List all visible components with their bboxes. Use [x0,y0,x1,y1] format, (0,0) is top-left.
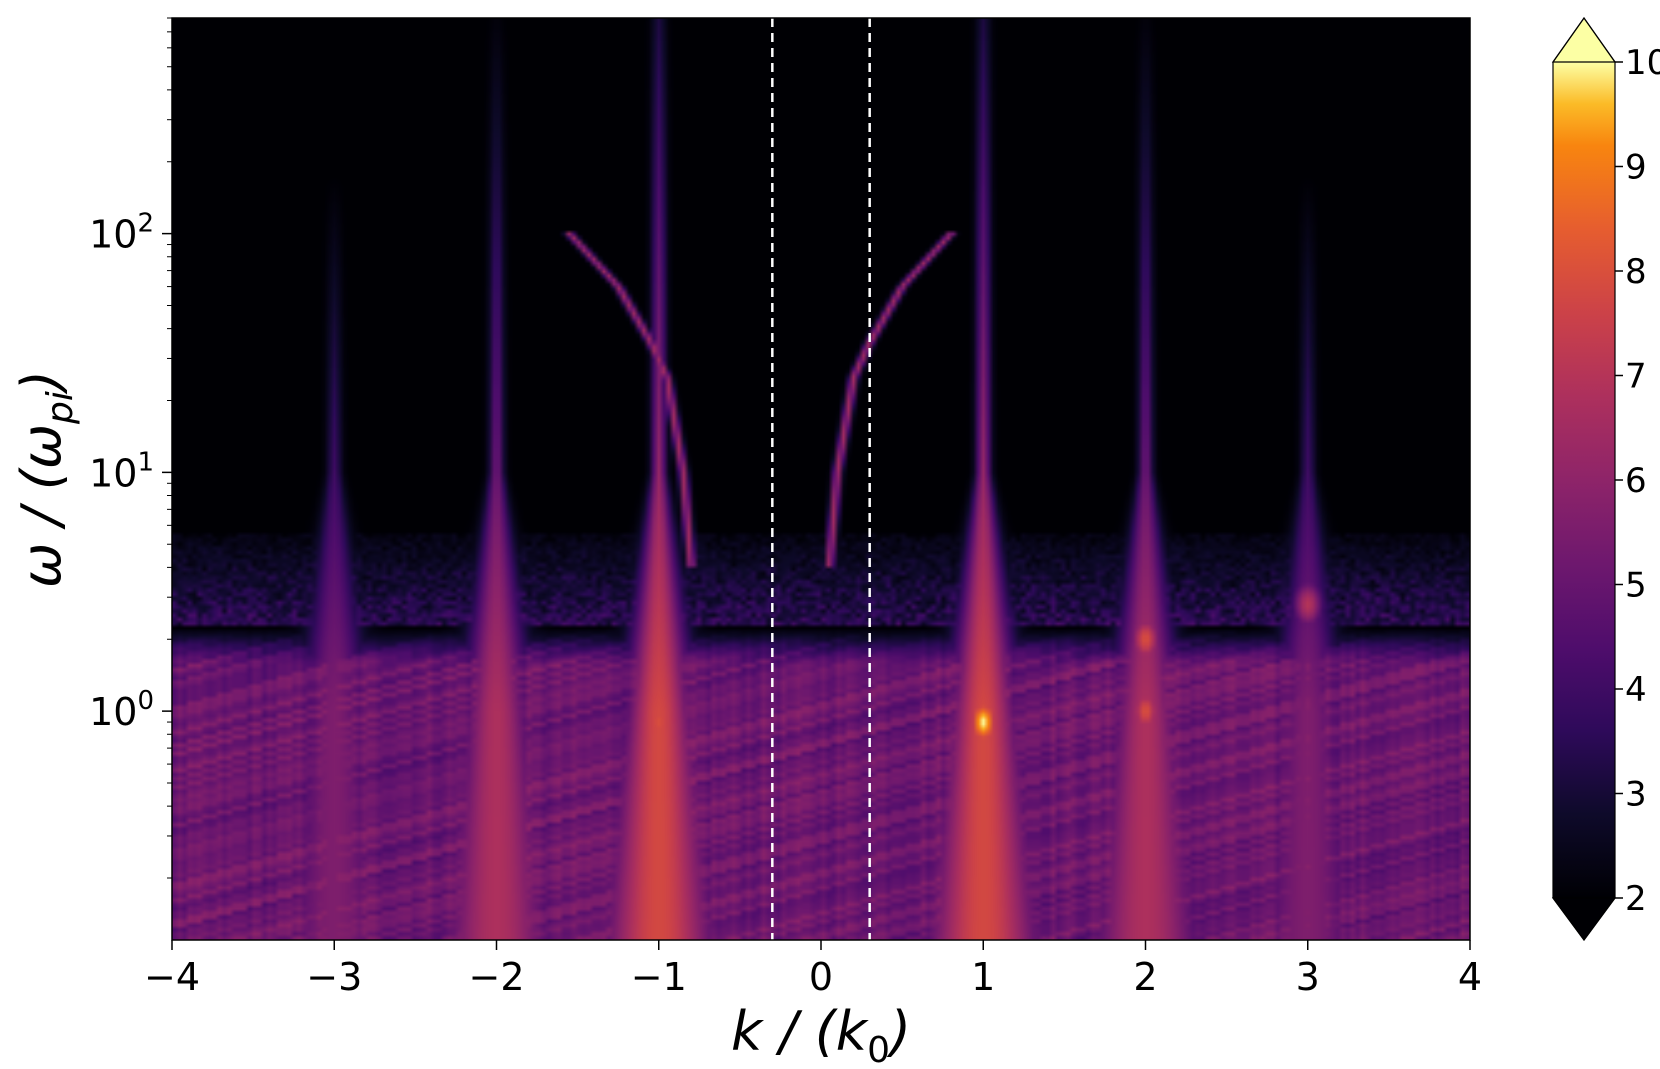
colorbar-tick-label: 2 [1625,879,1647,919]
x-tick-label: 0 [809,955,833,999]
x-tick-label: −4 [144,955,200,999]
y-tick-label: 102 [89,209,154,257]
colorbar-tick-label: 9 [1625,148,1647,188]
reference-lines [771,18,871,940]
x-tick-label: 2 [1133,955,1157,999]
colorbar-gradient [1553,62,1615,898]
x-axis-label: k / (k0) [731,1000,911,1069]
x-tick-label: 4 [1458,955,1482,999]
colorbar-tick-label: 8 [1625,252,1647,292]
x-tick-label: 1 [971,955,995,999]
colorbar-tick-label: 7 [1625,357,1647,397]
y-tick-label: 101 [89,447,154,495]
x-tick-label: −1 [631,955,687,999]
heatmap-image [172,18,1470,940]
colorbar-tick-label: 5 [1625,566,1647,606]
y-axis-label: ω / (ωpi) [10,370,81,588]
heatmap-area [172,18,1470,940]
colorbar-extend-bottom [1551,897,1617,942]
x-tick-label: 3 [1296,955,1320,999]
x-tick-label: −2 [468,955,524,999]
colorbar-tick-label: 6 [1625,461,1647,501]
colorbar: 2 3 4 5 6 7 8 9 10 [1551,16,1660,942]
colorbar-tick-label: 10 [1625,43,1660,83]
colorbar-tick-label: 4 [1625,670,1647,710]
x-tick-label: −3 [306,955,362,999]
colorbar-extend-top [1551,16,1617,63]
colorbar-ticks: 2 3 4 5 6 7 8 9 10 [1615,43,1660,919]
y-axis-ticks: 100 101 102 [89,17,172,879]
colorbar-tick-label: 3 [1625,775,1647,815]
x-axis-ticks: −4 −3 −2 −1 0 1 2 3 4 [144,940,1482,999]
y-tick-label: 100 [89,686,154,734]
